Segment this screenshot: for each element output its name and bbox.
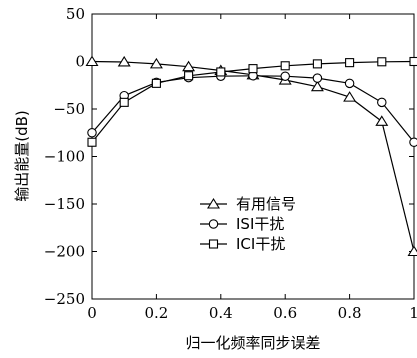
- data-point-square: [119, 97, 129, 107]
- data-point-square: [87, 137, 97, 147]
- y-tick-label: −150: [44, 195, 85, 213]
- x-tick-label: 0.8: [338, 304, 362, 322]
- data-point-triangle: [310, 80, 324, 92]
- x-tick-label: 0: [87, 304, 97, 322]
- y-tick-label: 0: [75, 53, 85, 71]
- data-point-square: [248, 64, 258, 74]
- data-point-square: [184, 71, 194, 81]
- y-tick-label: 50: [66, 5, 85, 23]
- legend-label-useful-signal: 有用信号: [236, 195, 296, 213]
- data-point-triangle: [85, 55, 99, 67]
- legend-circle-marker: [208, 219, 219, 229]
- x-tick-label: 0.2: [144, 304, 168, 322]
- data-point-square: [345, 58, 355, 68]
- data-point-circle: [312, 73, 323, 83]
- x-tick-label: 0.4: [209, 304, 233, 322]
- y-tick-label: −100: [44, 148, 85, 166]
- data-point-circle: [280, 71, 290, 81]
- data-point-square: [280, 61, 290, 71]
- axis-ticks: 0 0.2 0.4 0.6 0.8 1 50 0 −50 −100 −150 −200 −250: [44, 5, 417, 322]
- legend-item-ici: ICI干扰: [200, 235, 285, 253]
- data-point-circle: [377, 97, 387, 108]
- legend-label-isi: ISI干扰: [236, 215, 284, 233]
- data-point-triangle: [343, 91, 357, 102]
- data-point-square: [151, 78, 161, 88]
- data-point-square: [377, 57, 387, 67]
- data-point-triangle: [375, 115, 389, 126]
- data-point-triangle: [182, 60, 196, 72]
- data-point-square: [409, 56, 417, 67]
- y-axis-label: 输出能量(dB): [13, 110, 31, 202]
- data-point-triangle: [117, 55, 131, 67]
- data-point-circle: [409, 137, 417, 147]
- plot-frame: [91, 13, 415, 300]
- x-tick-label: 0.6: [273, 304, 297, 322]
- x-axis-label: 归一化频率同步误差: [185, 334, 320, 352]
- data-point-square: [216, 67, 226, 77]
- y-tick-label: −200: [44, 243, 85, 261]
- legend-square-marker: [208, 239, 219, 249]
- legend-triangle-marker: [207, 197, 220, 209]
- data-point-square: [312, 59, 322, 69]
- y-tick-label: −50: [53, 100, 85, 118]
- data-point-circle: [87, 128, 97, 138]
- data-point-circle: [344, 78, 355, 89]
- legend-item-useful-signal: 有用信号: [200, 195, 296, 213]
- series-group: [85, 55, 417, 257]
- y-tick-label: −250: [44, 290, 85, 308]
- x-tick-label: 1: [409, 304, 417, 322]
- data-point-triangle: [149, 57, 163, 69]
- legend: 有用信号 ISI干扰 ICI干扰: [200, 195, 296, 253]
- legend-item-isi: ISI干扰: [200, 215, 284, 233]
- legend-label-ici: ICI干扰: [236, 235, 285, 253]
